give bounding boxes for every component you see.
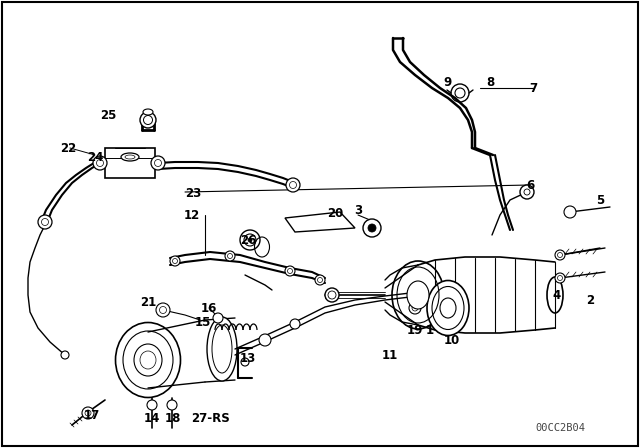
- Circle shape: [82, 407, 94, 419]
- Text: 14: 14: [144, 412, 160, 425]
- Circle shape: [147, 400, 157, 410]
- Text: 26: 26: [240, 233, 256, 246]
- Circle shape: [409, 302, 421, 314]
- Text: 7: 7: [529, 82, 537, 95]
- Text: 17: 17: [84, 409, 100, 422]
- Circle shape: [240, 230, 260, 250]
- Text: 3: 3: [354, 203, 362, 216]
- Circle shape: [93, 156, 107, 170]
- Circle shape: [170, 256, 180, 266]
- Circle shape: [248, 238, 252, 242]
- Circle shape: [151, 156, 165, 170]
- Text: 24: 24: [87, 151, 103, 164]
- Text: 18: 18: [165, 412, 181, 425]
- Ellipse shape: [121, 153, 139, 161]
- Circle shape: [520, 185, 534, 199]
- Circle shape: [368, 224, 376, 232]
- Circle shape: [156, 303, 170, 317]
- Text: 12: 12: [184, 208, 200, 221]
- Text: 13: 13: [240, 352, 256, 365]
- Circle shape: [167, 400, 177, 410]
- Text: 25: 25: [100, 108, 116, 121]
- Ellipse shape: [115, 323, 180, 397]
- Circle shape: [315, 275, 325, 285]
- Text: 2: 2: [586, 293, 594, 306]
- Circle shape: [286, 178, 300, 192]
- Circle shape: [555, 250, 565, 260]
- Circle shape: [259, 334, 271, 346]
- Circle shape: [363, 219, 381, 237]
- Text: 10: 10: [444, 333, 460, 346]
- Text: 6: 6: [526, 178, 534, 191]
- Text: 23: 23: [185, 186, 201, 199]
- Circle shape: [241, 358, 249, 366]
- Circle shape: [225, 251, 235, 261]
- Bar: [105, 148, 155, 178]
- Text: 11: 11: [382, 349, 398, 362]
- Text: 27-RS: 27-RS: [191, 412, 229, 425]
- Circle shape: [555, 273, 565, 283]
- Text: 1: 1: [426, 323, 434, 336]
- Ellipse shape: [143, 109, 153, 115]
- Circle shape: [290, 319, 300, 329]
- Ellipse shape: [427, 280, 469, 336]
- Ellipse shape: [392, 261, 444, 329]
- Circle shape: [325, 288, 339, 302]
- Circle shape: [61, 351, 69, 359]
- Ellipse shape: [207, 317, 237, 381]
- Circle shape: [140, 112, 156, 128]
- Text: 15: 15: [195, 315, 211, 328]
- Ellipse shape: [134, 344, 162, 376]
- Circle shape: [285, 266, 295, 276]
- Circle shape: [213, 313, 223, 323]
- Circle shape: [564, 206, 576, 218]
- Text: 00CC2B04: 00CC2B04: [535, 423, 585, 433]
- Ellipse shape: [440, 298, 456, 318]
- Text: 8: 8: [486, 76, 494, 89]
- Text: 4: 4: [553, 289, 561, 302]
- Text: 21: 21: [140, 296, 156, 309]
- Circle shape: [38, 215, 52, 229]
- Text: 19: 19: [407, 323, 423, 336]
- Ellipse shape: [407, 281, 429, 309]
- Text: 5: 5: [596, 194, 604, 207]
- Text: 16: 16: [201, 302, 217, 314]
- Polygon shape: [285, 212, 355, 232]
- Text: 20: 20: [327, 207, 343, 220]
- Text: 9: 9: [444, 76, 452, 89]
- Text: 22: 22: [60, 142, 76, 155]
